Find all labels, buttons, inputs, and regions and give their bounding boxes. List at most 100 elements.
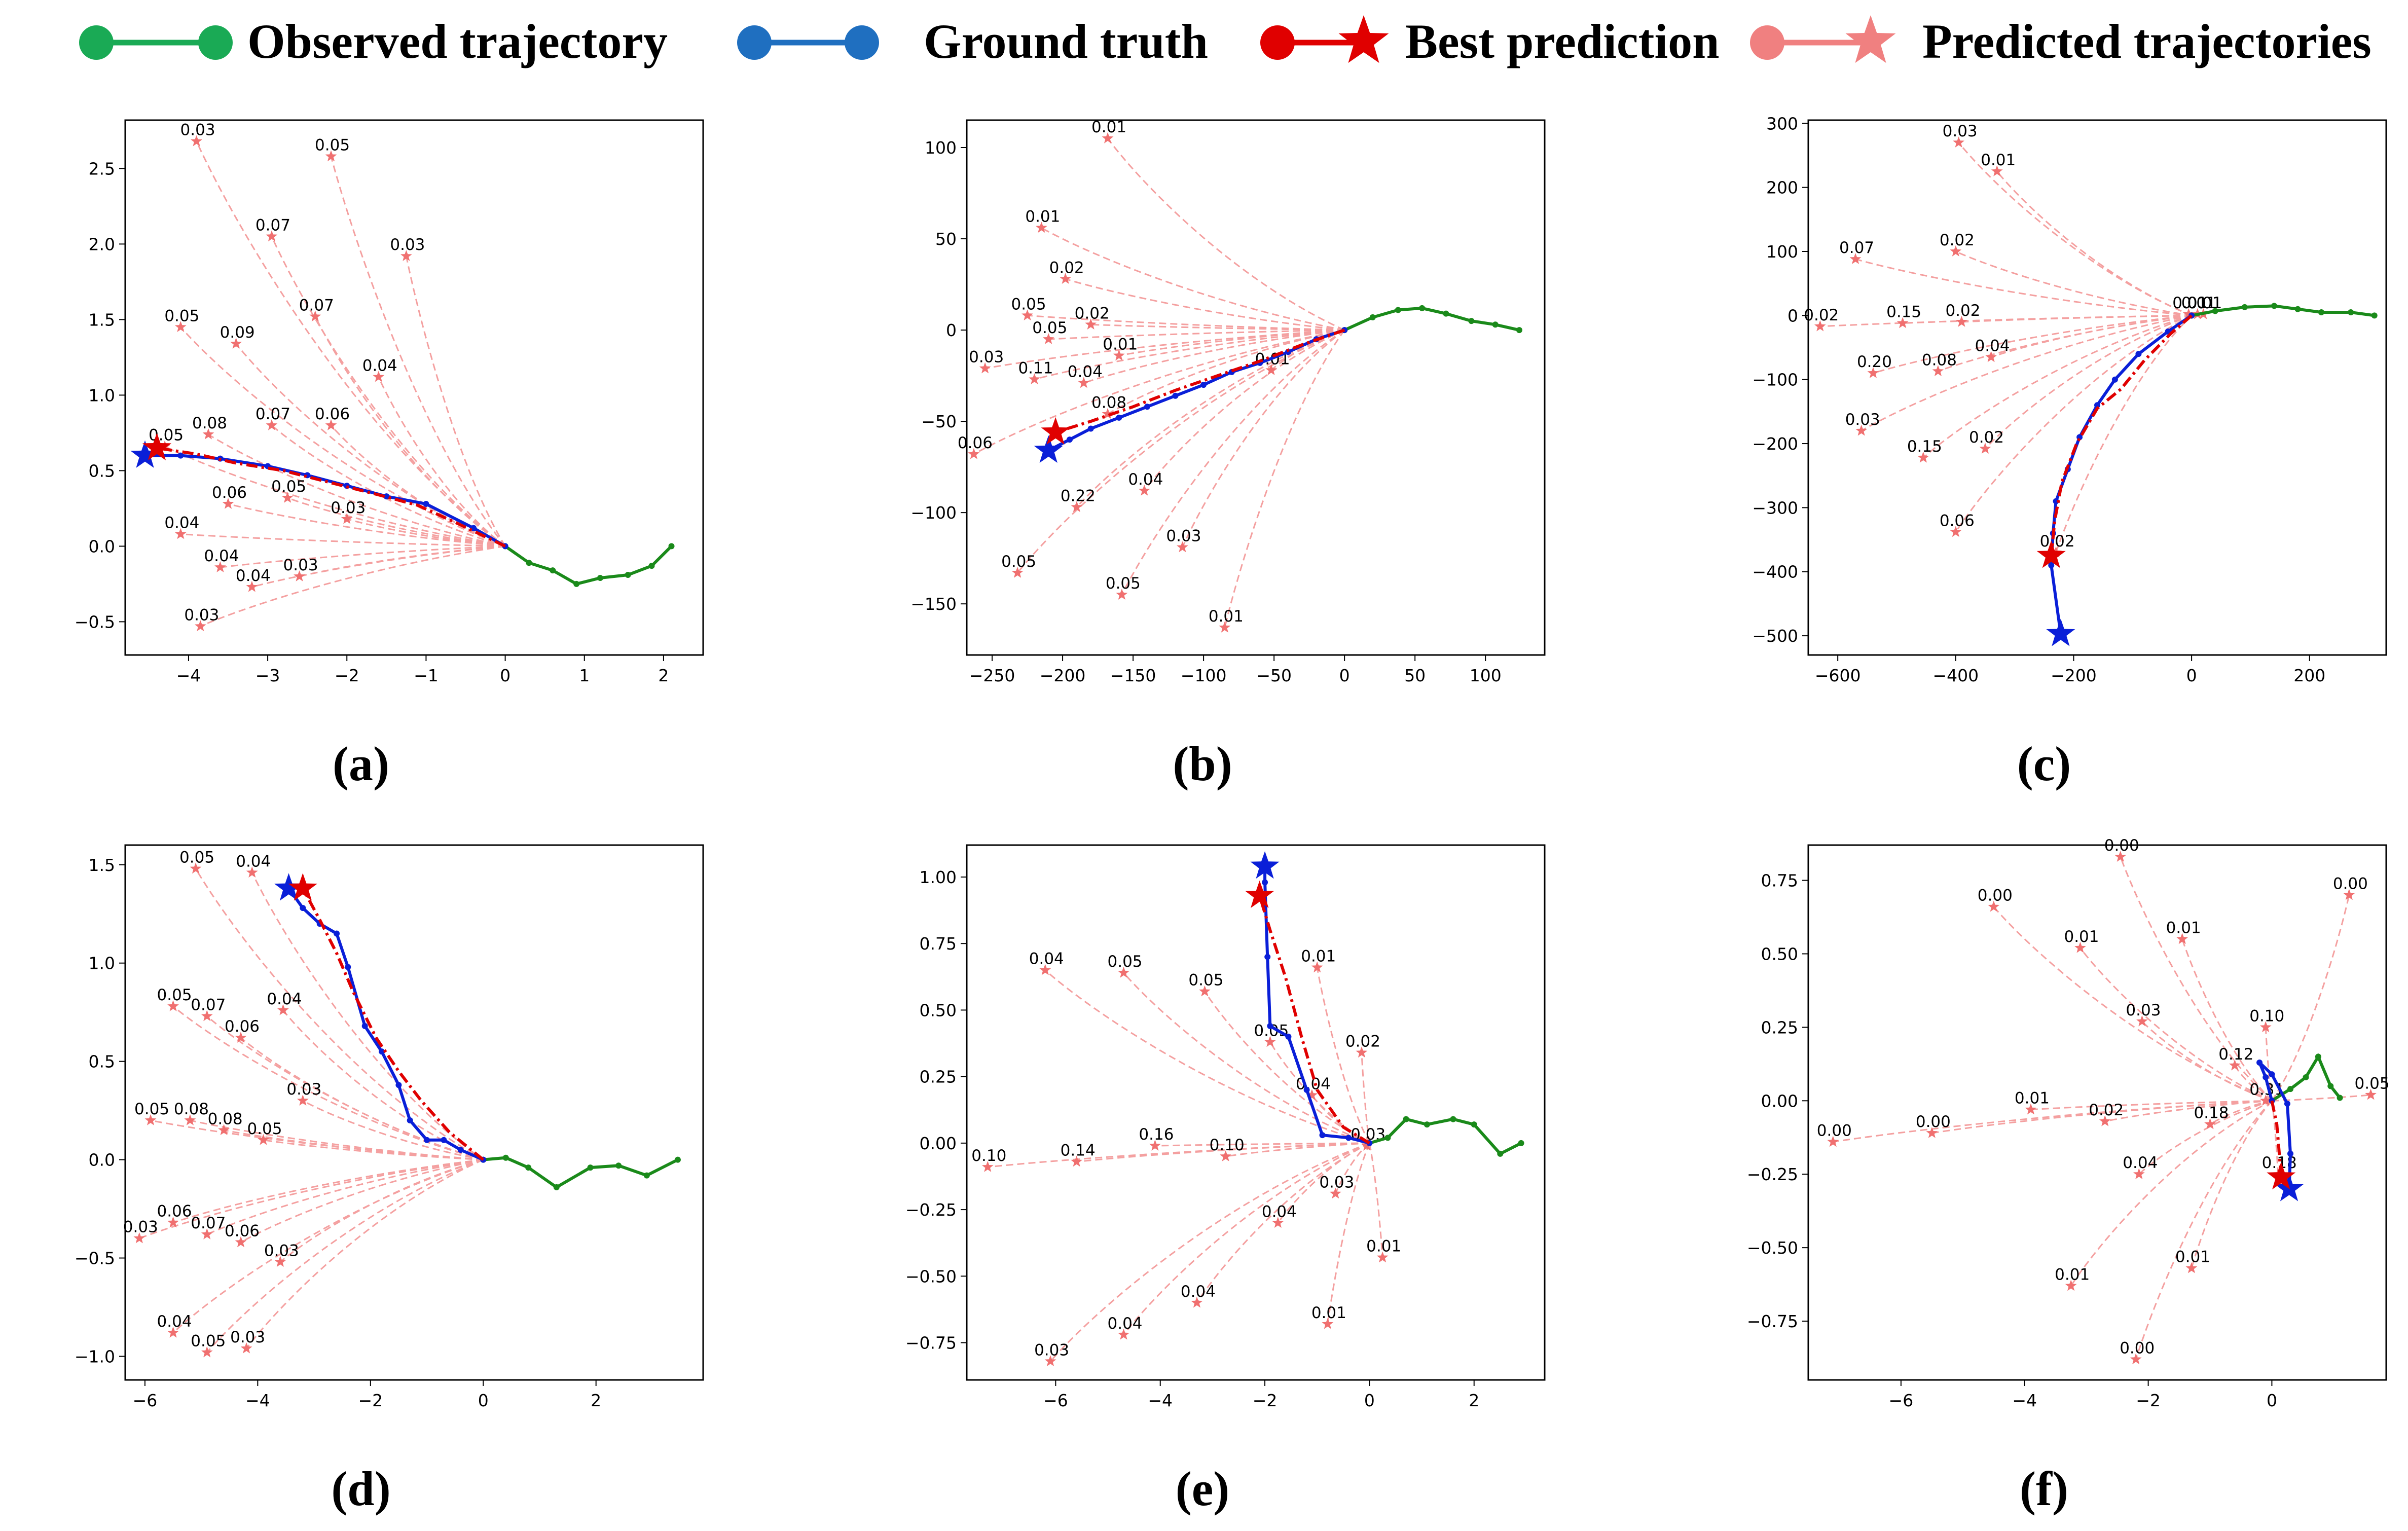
- x-tick-label: 0: [2267, 1391, 2277, 1410]
- prediction-probability-label: 0.04: [1029, 950, 1064, 968]
- ground-truth-point: [177, 452, 184, 459]
- ground-truth-end-star: [2046, 618, 2075, 646]
- best-prediction-trajectory: [301, 887, 485, 1161]
- predicted-endpoint-star: [1855, 424, 1868, 436]
- predicted-endpoint-star: [1849, 253, 1862, 264]
- predicted-endpoint-star: [1356, 1046, 1368, 1058]
- predicted-endpoint-star: [1042, 333, 1054, 344]
- x-tick-label: −3: [256, 666, 280, 685]
- observed-point: [526, 560, 532, 566]
- predicted-endpoint-star: [1039, 964, 1051, 975]
- prediction-probability-label: 0.03: [123, 1218, 158, 1236]
- prediction-probability-label: 0.00: [1916, 1113, 1951, 1131]
- predicted-endpoint-star: [2136, 1015, 2148, 1027]
- observed-point: [1471, 1121, 1477, 1128]
- predicted-trajectory: [1083, 329, 1345, 384]
- predicted-trajectory: [240, 1037, 484, 1161]
- ground-truth-point: [300, 905, 306, 912]
- prediction-probability-label: 0.03: [1034, 1341, 1069, 1359]
- predicted-endpoint-star: [201, 1010, 213, 1022]
- predicted-endpoint-star: [1011, 567, 1024, 578]
- predicted-trajectory: [1076, 1142, 1370, 1163]
- predicted-endpoint-star: [1149, 1140, 1161, 1151]
- predicted-trajectory: [1044, 969, 1370, 1144]
- prediction-probability-label: 0.02: [2040, 532, 2075, 551]
- legend-label-ground-truth: Ground truth: [924, 14, 1209, 68]
- predicted-endpoint-star: [2343, 889, 2355, 900]
- observed-point: [1419, 305, 1426, 311]
- predicted-trajectory: [251, 872, 484, 1160]
- predicted-trajectory: [1991, 314, 2192, 358]
- best-prediction-end-star: [1041, 417, 1070, 445]
- legend-marker-1-start: [737, 25, 772, 60]
- predicted-trajectory: [1955, 315, 2192, 533]
- predicted-endpoint-star: [373, 371, 385, 382]
- predicted-endpoint-star: [325, 150, 337, 162]
- prediction-probability-label: 0.03: [180, 121, 215, 139]
- predicted-trajectory: [2138, 1100, 2272, 1175]
- predicted-endpoint-star: [1021, 309, 1033, 320]
- prediction-probability-label: 0.03: [184, 606, 219, 624]
- predicted-endpoint-star: [979, 362, 991, 374]
- y-tick-label: −200: [1752, 434, 1798, 454]
- predicted-endpoint-star: [1361, 1140, 1373, 1151]
- observed-point: [2337, 1095, 2343, 1101]
- observed-point: [668, 543, 675, 550]
- predicted-endpoint-star: [174, 528, 187, 539]
- predicted-endpoint-star: [1926, 1127, 1938, 1138]
- predicted-endpoint-star: [133, 1232, 145, 1244]
- observed-point: [1497, 1150, 1504, 1157]
- prediction-probability-label: 0.03: [2126, 1001, 2161, 1019]
- predicted-endpoint-star: [1917, 451, 1929, 463]
- predicted-trajectory: [245, 1159, 484, 1349]
- y-tick-label: −50: [921, 412, 957, 431]
- y-tick-label: 0.5: [89, 1052, 115, 1072]
- prediction-probability-label: 0.03: [1319, 1174, 1354, 1192]
- predicted-endpoint-star: [1219, 622, 1231, 633]
- y-tick-label: −0.75: [905, 1333, 957, 1353]
- predicted-endpoint-star: [2114, 851, 2127, 862]
- predicted-trajectory: [2209, 1100, 2272, 1125]
- predicted-endpoint-star: [2182, 308, 2195, 319]
- prediction-probability-label: 0.05: [179, 849, 214, 867]
- y-tick-label: 100: [1766, 242, 1798, 262]
- prediction-probability-label: 0.02: [2089, 1101, 2124, 1119]
- x-tick-label: 2: [591, 1391, 601, 1410]
- predicted-endpoint-star: [1311, 961, 1323, 973]
- x-tick-label: −6: [1043, 1391, 1068, 1410]
- x-tick-label: −2: [358, 1391, 383, 1410]
- legend-label-best-prediction: Best prediction: [1405, 14, 1720, 68]
- prediction-probability-label: 0.10: [971, 1147, 1006, 1165]
- predicted-endpoint-star: [2025, 1103, 2037, 1115]
- predicted-endpoint-star: [325, 419, 337, 430]
- observed-point: [1450, 1116, 1456, 1122]
- x-tick-label: 1: [579, 666, 590, 685]
- ground-truth-point: [1172, 392, 1179, 399]
- predicted-endpoint-star: [235, 1236, 247, 1248]
- prediction-probability-label: 0.01: [2181, 294, 2216, 312]
- ground-truth-end-star: [130, 440, 160, 468]
- predicted-trajectory: [302, 1100, 484, 1161]
- y-tick-label: −500: [1752, 626, 1798, 646]
- observed-point: [643, 1172, 650, 1179]
- predicted-trajectory: [180, 326, 506, 547]
- plot-frame: [124, 119, 704, 656]
- observed-point: [1518, 1140, 1524, 1146]
- prediction-probability-label: 0.01: [1103, 335, 1138, 353]
- predicted-trajectory: [1041, 227, 1345, 331]
- ground-truth-point: [1200, 382, 1207, 388]
- prediction-probability-label: 0.02: [1049, 259, 1084, 277]
- prediction-probability-label: 0.04: [362, 357, 397, 375]
- best-prediction-trajectory: [2050, 314, 2193, 556]
- legend-markers: [79, 15, 1896, 63]
- y-tick-label: 1.0: [89, 954, 115, 973]
- legend-marker-0-start: [79, 25, 114, 60]
- predicted-trajectory: [2120, 856, 2273, 1102]
- y-tick-label: 0.25: [1761, 1017, 1798, 1037]
- y-tick-label: 50: [935, 229, 957, 249]
- ground-truth-end-star: [1250, 851, 1280, 879]
- predicted-trajectory: [330, 156, 506, 547]
- x-tick-label: −1: [414, 666, 439, 685]
- y-tick-label: 200: [1766, 178, 1798, 198]
- prediction-probability-label: 0.05: [157, 986, 192, 1004]
